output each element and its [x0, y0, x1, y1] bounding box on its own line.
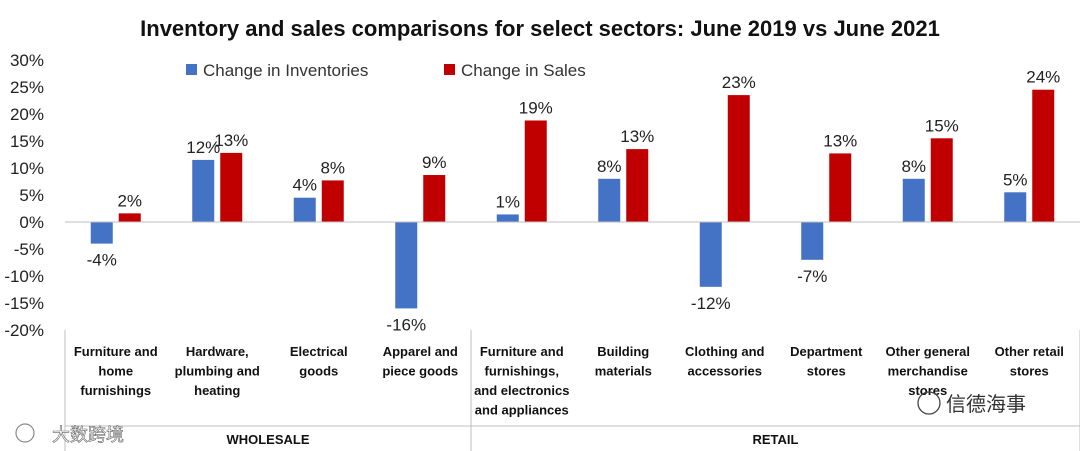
y-tick-label: 20%: [10, 105, 44, 124]
sales-data-label: 13%: [214, 131, 248, 150]
category-label: piece goods: [382, 364, 458, 379]
legend-swatch-sales: [444, 64, 455, 75]
y-tick-label: 15%: [10, 132, 44, 151]
watermark-left-icon: [15, 423, 35, 443]
legend: Change in Inventories Change in Sales: [186, 61, 586, 80]
inventory-bar: [801, 222, 824, 260]
category-label: Building: [597, 344, 649, 359]
sales-bar: [727, 95, 750, 222]
watermark-left: 大数跨境: [52, 425, 124, 446]
category-label: Clothing and: [685, 344, 764, 359]
category-label: merchandise: [888, 364, 968, 379]
inventory-bar: [902, 178, 925, 222]
inventory-bar: [192, 159, 215, 222]
inventory-data-label: 8%: [901, 157, 926, 176]
chart-title: Inventory and sales comparisons for sele…: [140, 16, 940, 41]
watermarks: 大数跨境 信德海事: [15, 391, 1026, 446]
category-label: stores: [807, 364, 846, 379]
sales-data-label: 24%: [1026, 68, 1060, 87]
watermark-right: 信德海事: [946, 392, 1026, 416]
sales-data-label: 13%: [823, 131, 857, 150]
sales-data-label: 2%: [117, 191, 142, 210]
inventory-data-label: 12%: [186, 138, 220, 157]
category-label: Furniture and: [74, 344, 158, 359]
sales-bar: [1032, 89, 1055, 222]
x-axis: Furniture and home furnishings Hardware, plu…: [64, 221, 1080, 451]
inventory-bar: [293, 197, 316, 222]
wechat-icon: [917, 391, 941, 415]
category-label: and electronics: [474, 383, 569, 398]
category-label: stores: [908, 383, 947, 398]
category-label: stores: [1010, 364, 1049, 379]
category-label: Hardware,: [186, 344, 249, 359]
sales-bar: [930, 138, 953, 222]
y-tick-label: -10%: [4, 267, 44, 286]
category-label: furnishings: [80, 383, 151, 398]
legend-label-sales: Change in Sales: [461, 61, 586, 80]
category-label: Other general: [885, 344, 970, 359]
inventory-data-label: -16%: [386, 315, 426, 334]
inventory-bar: [496, 214, 519, 222]
inventory-bar: [699, 222, 722, 287]
inventory-data-label: 8%: [597, 157, 622, 176]
category-label: accessories: [688, 364, 762, 379]
y-axis: 30% 25% 20% 15% 10% 5% 0% -5% -10% -15% -20%: [4, 51, 44, 340]
inventory-data-label: -4%: [87, 251, 117, 270]
sales-data-label: 9%: [422, 153, 447, 172]
sales-bar: [524, 120, 547, 222]
inventory-data-label: 5%: [1003, 170, 1028, 189]
sales-data-label: 15%: [925, 116, 959, 135]
sales-data-label: 8%: [320, 158, 345, 177]
y-tick-label: 25%: [10, 78, 44, 97]
category-label: Other retail: [995, 344, 1064, 359]
y-tick-label: 10%: [10, 159, 44, 178]
y-tick-label: 30%: [10, 51, 44, 70]
legend-swatch-inventories: [186, 64, 197, 75]
category-label: plumbing and: [175, 364, 260, 379]
y-tick-label: 0%: [19, 213, 44, 232]
category-label: and appliances: [475, 403, 569, 418]
sales-bar: [220, 152, 243, 222]
inventory-data-label: 4%: [292, 176, 317, 195]
category-label: Department: [790, 344, 863, 359]
inventory-bar: [598, 178, 621, 222]
inventory-data-label: -12%: [691, 294, 731, 313]
category-label: Furniture and: [480, 344, 564, 359]
category-label: goods: [299, 364, 338, 379]
sales-data-label: 13%: [620, 127, 654, 146]
category-label: materials: [595, 364, 652, 379]
sales-bar: [626, 149, 649, 222]
y-tick-label: 5%: [19, 186, 44, 205]
y-tick-label: -15%: [4, 294, 44, 313]
group-label: RETAIL: [753, 432, 799, 447]
y-tick-label: -5%: [14, 240, 44, 259]
inventory-bar: [90, 222, 113, 244]
legend-label-inventories: Change in Inventories: [203, 61, 368, 80]
inventory-bar: [395, 222, 418, 309]
y-tick-label: -20%: [4, 321, 44, 340]
sales-data-label: 19%: [519, 98, 553, 117]
group-label: WHOLESALE: [226, 432, 309, 447]
data-labels: -4%2%12%13%4%8%-16%9%1%19%8%13%-12%23%-7…: [87, 68, 1061, 335]
inventory-data-label: 1%: [495, 192, 520, 211]
category-label: furnishings,: [485, 364, 559, 379]
inventory-data-label: -7%: [797, 267, 827, 286]
category-label: home: [98, 364, 133, 379]
sales-bar: [423, 175, 446, 222]
sales-bar: [321, 180, 344, 222]
sales-bar: [118, 213, 141, 222]
inventory-bar: [1004, 192, 1027, 222]
sales-data-label: 23%: [722, 73, 756, 92]
category-label: Apparel and: [383, 344, 458, 359]
bars: [90, 89, 1055, 309]
sales-bar: [829, 153, 852, 222]
category-label: heating: [194, 383, 240, 398]
category-label: Electrical: [290, 344, 348, 359]
